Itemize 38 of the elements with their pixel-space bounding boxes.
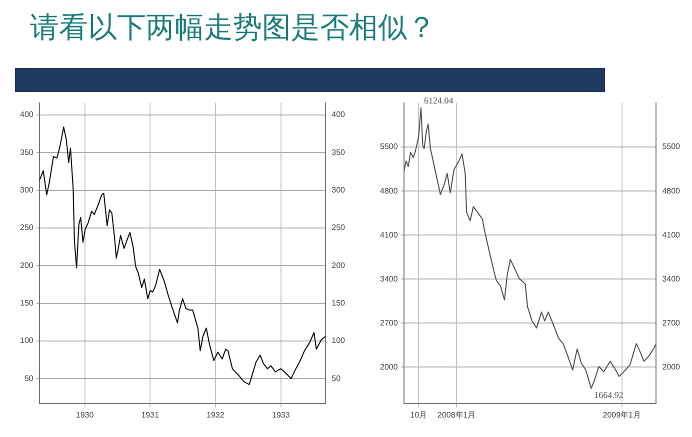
y2-tick-label: 150 bbox=[332, 298, 346, 308]
x-tick-label: 2009年1月 bbox=[602, 410, 642, 420]
y-tick-label: 4100 bbox=[380, 230, 398, 240]
x-tick-label: 1931 bbox=[141, 410, 160, 420]
y-tick-label: 350 bbox=[20, 148, 34, 157]
y-tick-label: 2000 bbox=[380, 362, 398, 372]
x-tick-label: 10月 bbox=[410, 410, 428, 420]
y2-tick-label: 2700 bbox=[662, 318, 681, 328]
y-tick-label: 2700 bbox=[380, 318, 398, 328]
y-tick-label: 3400 bbox=[380, 274, 398, 284]
x-tick-label: 1930 bbox=[76, 410, 94, 420]
x-tick-label: 2008年1月 bbox=[438, 410, 476, 420]
y2-tick-label: 300 bbox=[332, 186, 346, 195]
y2-tick-label: 3400 bbox=[662, 274, 681, 284]
x-tick-label: 1932 bbox=[206, 410, 225, 420]
y-tick-label: 300 bbox=[20, 186, 34, 195]
y2-tick-label: 100 bbox=[332, 336, 346, 346]
y-tick-label: 4800 bbox=[380, 186, 398, 196]
y-tick-label: 400 bbox=[20, 110, 34, 120]
y-tick-label: 150 bbox=[20, 298, 34, 308]
y2-tick-label: 4100 bbox=[662, 230, 681, 240]
y-tick-label: 200 bbox=[20, 260, 34, 270]
y-tick-label: 5500 bbox=[380, 142, 398, 152]
y2-tick-label: 250 bbox=[332, 223, 346, 232]
y2-tick-label: 400 bbox=[332, 110, 346, 120]
y2-tick-label: 2000 bbox=[662, 362, 681, 372]
y2-tick-label: 200 bbox=[332, 260, 346, 270]
y2-tick-label: 350 bbox=[332, 148, 346, 157]
annotation: 1664.92 bbox=[594, 390, 624, 400]
y2-tick-label: 4800 bbox=[662, 186, 681, 196]
y-tick-label: 100 bbox=[20, 336, 34, 346]
annotation: 6124.04 bbox=[424, 96, 454, 106]
y2-tick-label: 5500 bbox=[662, 142, 681, 152]
chart-title: 请看以下两幅走势图是否相似？ bbox=[30, 9, 436, 46]
y-tick-label: 250 bbox=[20, 223, 34, 232]
y-tick-label: 50 bbox=[24, 374, 34, 383]
x-tick-label: 1933 bbox=[272, 410, 290, 420]
y2-tick-label: 50 bbox=[332, 374, 342, 383]
